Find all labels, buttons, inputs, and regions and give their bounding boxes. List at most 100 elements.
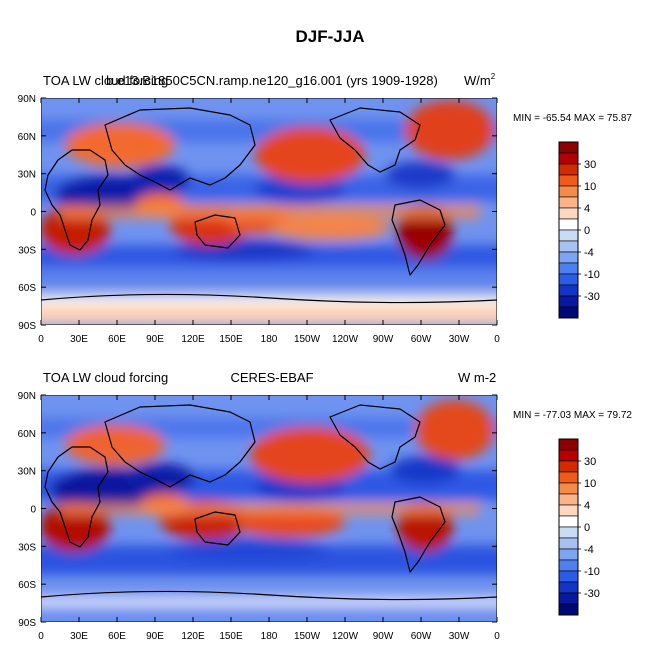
- x-tick-label: 0: [494, 631, 500, 642]
- colorbar-swatch: [558, 207, 579, 220]
- panel-model-stats: MIN = -65.54 MAX = 75.87: [513, 113, 632, 124]
- x-tick-label: 90E: [146, 334, 164, 345]
- colorbar-swatch: [558, 262, 579, 275]
- colorbar-label: -30: [584, 588, 600, 600]
- colorbar-swatch: [558, 493, 579, 506]
- colorbar-swatch: [558, 504, 579, 517]
- x-tick-label: 30W: [449, 631, 470, 642]
- colorbar-swatch: [558, 449, 579, 462]
- panel-model-units: W/m2: [464, 72, 496, 88]
- colorbar-label: -4: [584, 247, 594, 259]
- y-tick-label: 60S: [18, 580, 36, 591]
- x-tick-label: 120W: [332, 631, 359, 642]
- x-tick-label: 0: [38, 631, 44, 642]
- colorbar-label: 4: [584, 500, 590, 512]
- x-tick-label: 30W: [449, 334, 470, 345]
- panel-model-axes: 0 30E 60E 90E 120E 150E 180 150W 120W 90W 60W 30W 09…: [18, 94, 501, 345]
- x-tick-label: 120W: [332, 334, 359, 345]
- colorbar-swatch: [558, 306, 579, 319]
- panel-obs: TOA LW cloud forcing CERES-EBAF W m-2: [18, 370, 633, 642]
- x-tick-label: 90W: [373, 631, 394, 642]
- x-tick-label: 150W: [294, 631, 321, 642]
- panel-model-left-title: TOA LW cloud forcing: [43, 73, 168, 88]
- x-tick-label: 30E: [70, 631, 88, 642]
- x-tick-label: 90E: [146, 631, 164, 642]
- colorbar-swatch: [558, 537, 579, 550]
- colorbar-swatch: [558, 559, 579, 572]
- x-tick-label: 120E: [181, 334, 205, 345]
- colorbar-swatch: [558, 526, 579, 539]
- y-tick-label: 90N: [18, 391, 36, 402]
- x-tick-label: 60E: [108, 334, 126, 345]
- y-tick-label: 0: [30, 208, 36, 219]
- colorbar-swatch: [558, 603, 579, 616]
- colorbar-swatch: [558, 471, 579, 484]
- colorbar-swatch: [558, 581, 579, 594]
- colorbar-swatch: [558, 141, 579, 154]
- x-tick-label: 150E: [219, 631, 243, 642]
- colorbar-swatch: [558, 196, 579, 209]
- colorbar-label: -30: [584, 291, 600, 303]
- colorbar-swatch: [558, 482, 579, 495]
- y-tick-label: 30S: [18, 542, 36, 553]
- x-tick-label: 150E: [219, 334, 243, 345]
- colorbar-swatch: [558, 174, 579, 187]
- panel-obs-units: W m-2: [458, 370, 496, 385]
- colorbar-swatch: [558, 240, 579, 253]
- y-tick-label: 30N: [18, 170, 36, 181]
- y-tick-label: 90S: [18, 618, 36, 629]
- colorbar-swatch: [558, 273, 579, 286]
- y-tick-label: 60N: [18, 429, 36, 440]
- panel-obs-axes: 0 30E 60E 90E 120E 150E 180 150W 120W 90W 60W 30W 09…: [18, 391, 501, 642]
- panel-obs-map: [41, 395, 497, 622]
- x-tick-label: 0: [38, 334, 44, 345]
- colorbar-swatch: [558, 592, 579, 605]
- panel-model: TOA LW cloud forcing b.e13.B1850C5CN.ram…: [18, 72, 633, 345]
- colorbar-swatch: [558, 218, 579, 231]
- colorbar-frame: [558, 438, 579, 616]
- colorbar-label: -4: [584, 544, 594, 556]
- colorbar-swatch: [558, 229, 579, 242]
- y-tick-label: 30N: [18, 467, 36, 478]
- y-tick-label: 90S: [18, 321, 36, 332]
- panel-obs-left-title: TOA LW cloud forcing: [43, 370, 168, 385]
- x-tick-label: 60W: [411, 334, 432, 345]
- panel-obs-stats: MIN = -77.03 MAX = 79.72: [513, 410, 632, 421]
- x-tick-label: 180: [261, 334, 278, 345]
- x-tick-label: 120E: [181, 631, 205, 642]
- colorbar-label: 0: [584, 225, 590, 237]
- y-tick-label: 60N: [18, 132, 36, 143]
- figure-title: DJF-JJA: [296, 27, 365, 46]
- colorbar-label: 4: [584, 203, 590, 215]
- colorbar-label: 0: [584, 522, 590, 534]
- colorbar-label: 30: [584, 456, 596, 468]
- colorbar-swatch: [558, 548, 579, 561]
- colorbar-swatch: [558, 284, 579, 297]
- colorbar-swatch: [558, 163, 579, 176]
- y-tick-label: 90N: [18, 94, 36, 105]
- panel-obs-colorbar: 30 10 4 0 -4 -10 -30: [558, 438, 600, 616]
- x-tick-label: 60E: [108, 631, 126, 642]
- colorbar-label: 30: [584, 159, 596, 171]
- x-tick-label: 30E: [70, 334, 88, 345]
- y-tick-label: 0: [30, 505, 36, 516]
- x-tick-label: 150W: [294, 334, 321, 345]
- colorbar-label: 10: [584, 181, 596, 193]
- panel-model-colorbar: 30 10 4 0 -4 -10 -30: [558, 141, 600, 319]
- colorbar-swatch: [558, 185, 579, 198]
- colorbar-swatch: [558, 460, 579, 473]
- colorbar-label: -10: [584, 269, 600, 281]
- panel-obs-center-title: CERES-EBAF: [230, 370, 313, 385]
- colorbar-label: -10: [584, 566, 600, 578]
- x-tick-label: 60W: [411, 631, 432, 642]
- colorbar-swatch: [558, 152, 579, 165]
- panel-model-map: [41, 98, 497, 325]
- panel-model-center-title: b.e13.B1850C5CN.ramp.ne120_g16.001 (yrs …: [106, 73, 438, 88]
- colorbar-swatch: [558, 295, 579, 308]
- colorbar-swatch: [558, 515, 579, 528]
- colorbar-swatch: [558, 251, 579, 264]
- x-tick-label: 180: [261, 631, 278, 642]
- y-tick-label: 30S: [18, 245, 36, 256]
- colorbar-label: 10: [584, 478, 596, 490]
